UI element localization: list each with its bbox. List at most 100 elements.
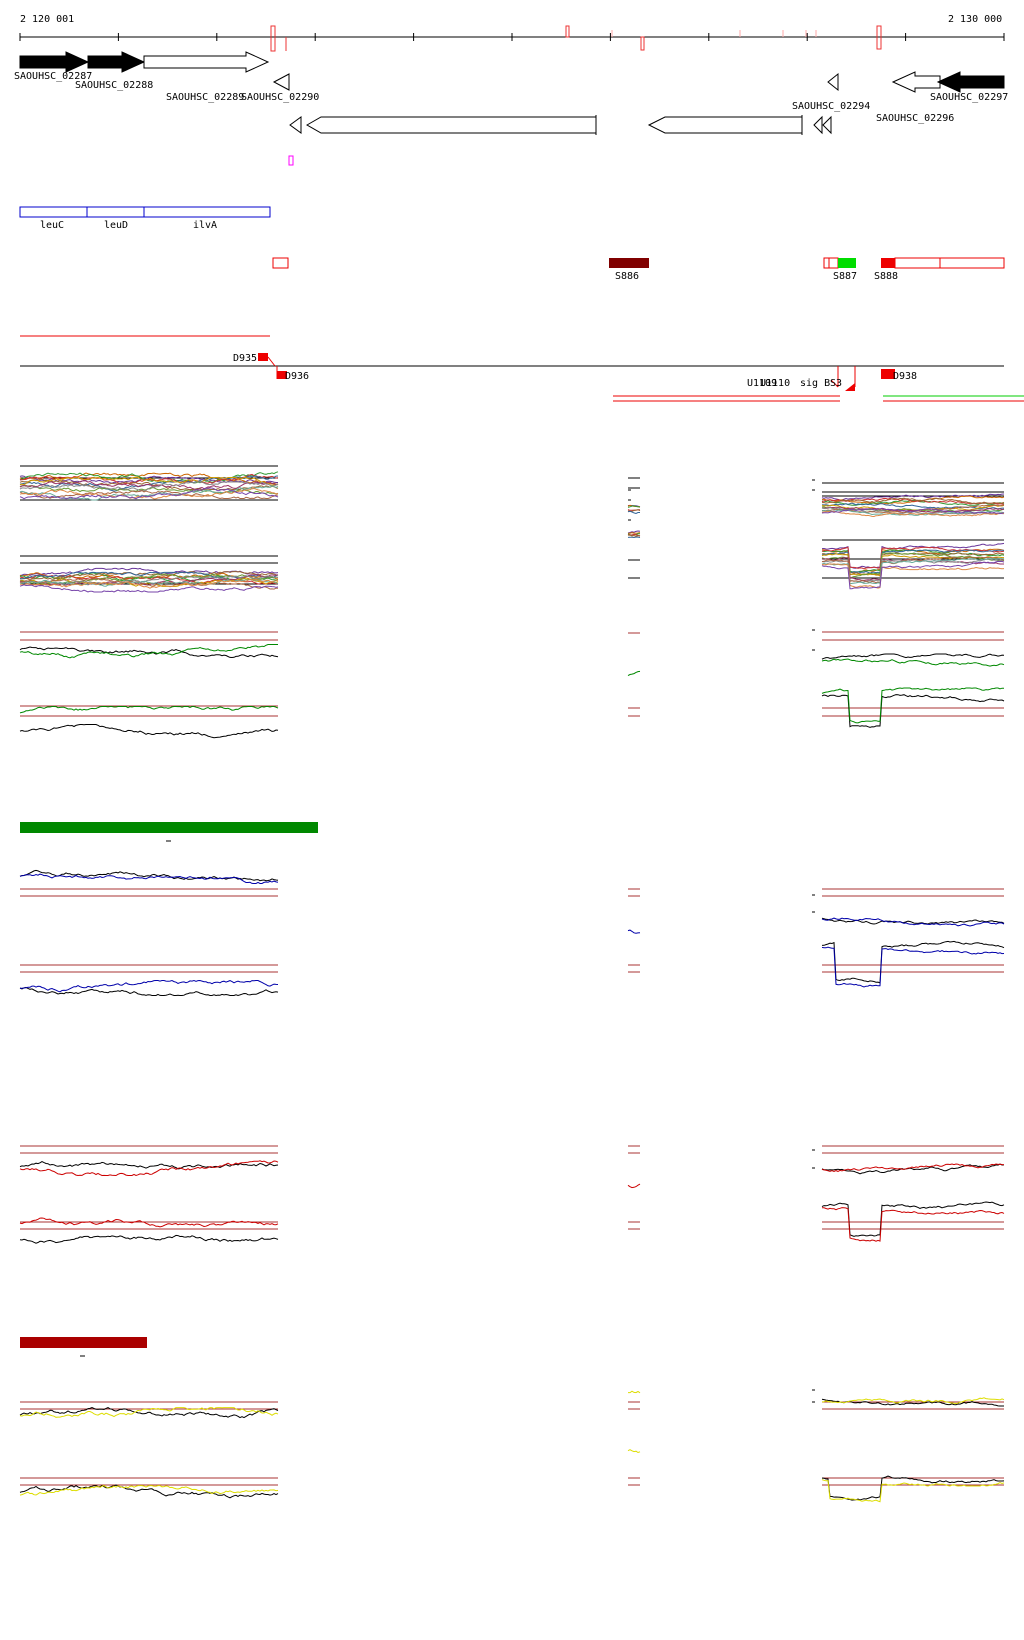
feature-label: D938 <box>893 371 917 382</box>
condition-bar-green <box>20 822 318 833</box>
expression-trace <box>627 510 640 515</box>
segment-box <box>894 257 1005 269</box>
motif-mark <box>288 155 294 166</box>
segment-label: S888 <box>874 271 898 282</box>
expression-trace <box>821 1398 1004 1407</box>
gene-label: SAOUHSC_02296 <box>876 113 954 124</box>
expression-trace <box>821 1163 1005 1173</box>
feature-d936[interactable] <box>277 371 287 379</box>
expression-trace <box>821 558 1005 585</box>
gene-label: SAOUHSC_02297 <box>930 92 1008 103</box>
expression-trace <box>19 471 279 484</box>
gene-arrow-02290[interactable] <box>272 73 290 91</box>
feature-track: D935 D936 D938 U1109 U1110 sig B S3 <box>20 335 1024 402</box>
expression-trace <box>19 487 279 500</box>
expression-trace <box>821 940 1005 984</box>
expression-trace <box>19 1407 279 1418</box>
expression-trace <box>628 1390 641 1394</box>
expression-trace <box>821 917 1005 925</box>
operon-box <box>19 206 271 218</box>
gene-label: SAOUHSC_02288 <box>75 80 153 91</box>
gene-arrow-02287[interactable] <box>19 51 90 73</box>
condition-bar-red <box>20 1337 147 1348</box>
segment-box <box>272 257 289 269</box>
feature-label: D936 <box>285 371 309 382</box>
ruler-faint-marks <box>611 30 817 37</box>
feature-label: S3 <box>830 378 842 389</box>
expression-trace <box>19 478 279 490</box>
orf-arrow <box>647 116 803 134</box>
operon-track: leuC leuD ilvA <box>19 206 271 231</box>
expression-trace <box>19 1485 279 1496</box>
gene-label: SAOUHSC_02294 <box>792 101 870 112</box>
forward-gene-track: SAOUHSC_02287 SAOUHSC_02288 SAOUHSC_0228… <box>14 51 270 103</box>
feature-label: D935 <box>233 353 257 364</box>
coordinate-ruler: 2 120 001 2 130 000 <box>19 14 1005 52</box>
gene-arrow-02288[interactable] <box>87 51 146 73</box>
expression-trace <box>627 530 641 534</box>
expression-trace <box>821 560 1005 590</box>
expression-trace <box>19 979 279 993</box>
gene-arrow-02289[interactable] <box>143 51 270 73</box>
gene-arrow-02297[interactable] <box>936 71 1005 93</box>
gene-arrow-02294[interactable] <box>827 72 839 92</box>
orf-arrow <box>813 115 823 135</box>
feature-d938[interactable] <box>881 369 895 379</box>
expression-trace <box>19 571 279 581</box>
expression-trace <box>821 497 1005 504</box>
expression-trace <box>821 1201 1005 1237</box>
gene-label: SAOUHSC_02290 <box>241 92 319 103</box>
expression-trace <box>821 556 1005 584</box>
feature-label: U1110 <box>760 378 790 389</box>
expression-trace <box>19 485 279 501</box>
operon-gene-label: ilvA <box>193 220 217 231</box>
gene-label: SAOUHSC_02287 <box>14 71 92 82</box>
expression-trace <box>821 917 1005 927</box>
expression-trace <box>821 499 1005 506</box>
expression-trace <box>19 724 279 739</box>
expression-trace <box>627 929 641 934</box>
expression-trace <box>19 584 279 593</box>
expression-trace <box>20 571 279 580</box>
operon-gene-label: leuD <box>104 220 128 231</box>
expression-trace <box>821 1479 1005 1503</box>
expression-trace <box>821 502 1004 510</box>
segment-s886[interactable] <box>609 258 649 268</box>
expression-trace <box>19 873 279 884</box>
expression-trace <box>19 575 279 586</box>
expression-trace <box>19 1161 279 1170</box>
expression-trace <box>19 1217 279 1228</box>
expression-trace <box>19 578 279 589</box>
expression-trace <box>19 705 279 714</box>
expression-trace <box>19 490 279 500</box>
expression-trace <box>627 532 641 534</box>
expression-panels <box>19 465 1005 1503</box>
expression-trace <box>19 578 278 590</box>
expression-trace <box>19 472 279 486</box>
orf-arrow <box>822 115 832 135</box>
expression-trace <box>19 481 279 492</box>
expression-trace <box>821 946 1005 988</box>
expression-trace <box>821 493 1005 501</box>
feature-label: U1109 <box>747 378 777 389</box>
expression-trace <box>821 658 1005 667</box>
segment-s887[interactable] <box>838 258 856 268</box>
expression-trace <box>821 1475 1005 1501</box>
end-coordinate: 2 130 000 <box>948 14 1002 25</box>
expression-trace <box>19 644 278 659</box>
expression-trace <box>627 1183 641 1189</box>
expression-trace <box>19 475 278 485</box>
expression-trace <box>821 653 1005 660</box>
expression-trace <box>19 1160 279 1177</box>
expression-trace <box>19 476 279 487</box>
expression-trace <box>821 510 1005 518</box>
expression-trace <box>627 534 640 537</box>
segment-s888[interactable] <box>881 258 895 268</box>
segment-label: S886 <box>615 271 639 282</box>
ruler-ticks <box>19 33 1005 41</box>
expression-trace <box>19 578 279 587</box>
feature-d935[interactable] <box>258 353 268 361</box>
expression-trace <box>627 1449 641 1454</box>
gene-arrow-02296[interactable] <box>891 71 941 93</box>
